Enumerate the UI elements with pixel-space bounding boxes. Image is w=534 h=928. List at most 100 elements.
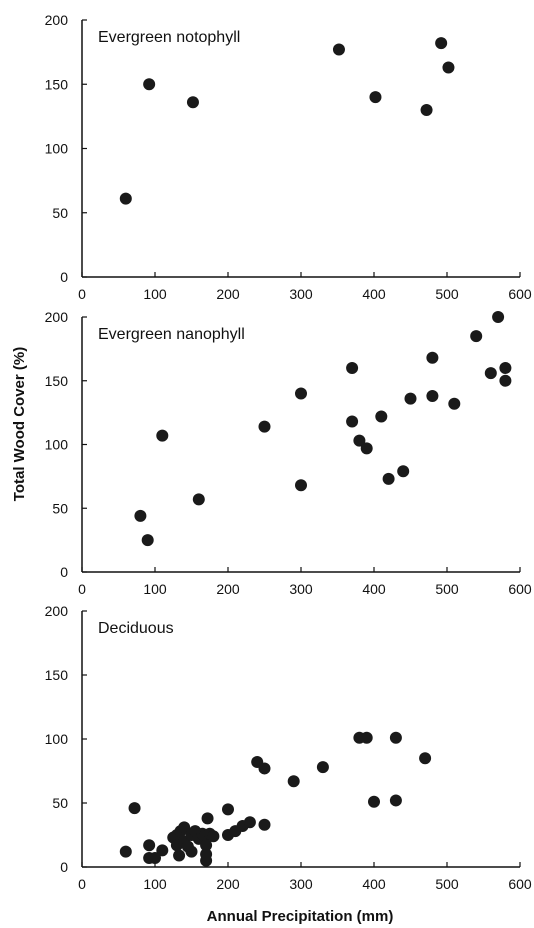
data-point: [397, 465, 410, 478]
data-point: [346, 362, 359, 374]
y-tick-label: 50: [52, 205, 68, 221]
x-tick-label: 100: [143, 581, 167, 597]
data-point: [178, 821, 191, 834]
data-point: [499, 374, 512, 387]
data-point: [332, 43, 345, 56]
data-point: [499, 362, 512, 374]
data-point: [382, 472, 395, 485]
data-point: [435, 37, 448, 50]
x-tick-label: 300: [289, 581, 313, 597]
data-point: [119, 845, 132, 858]
x-axis-label: Annual Precipitation (mm): [207, 908, 394, 925]
data-point: [369, 91, 382, 104]
data-point: [442, 61, 455, 74]
x-tick-label: 300: [289, 286, 313, 302]
data-point: [143, 839, 156, 852]
y-axis-label: Total Wood Cover (%): [11, 347, 28, 501]
x-tick-label: 400: [362, 581, 386, 597]
data-point: [295, 387, 307, 400]
data-point: [316, 761, 329, 774]
y-tick-label: 150: [45, 373, 69, 389]
y-tick-label: 200: [45, 309, 69, 325]
data-point: [192, 493, 205, 506]
data-point: [200, 848, 213, 861]
data-point: [222, 803, 234, 816]
data-point: [360, 731, 373, 744]
data-point: [258, 420, 271, 433]
x-tick-label: 300: [289, 876, 313, 892]
data-point: [156, 844, 169, 857]
data-point: [426, 390, 439, 403]
data-point: [200, 839, 213, 852]
data-point: [143, 78, 156, 91]
x-tick-label: 500: [435, 581, 459, 597]
data-point: [173, 849, 186, 862]
x-tick-label: 600: [508, 876, 532, 892]
data-point: [295, 479, 307, 492]
data-point: [492, 311, 505, 323]
data-point: [287, 775, 300, 788]
data-point: [375, 410, 388, 423]
data-point: [185, 845, 198, 858]
data-point: [243, 816, 256, 829]
y-tick-label: 200: [45, 603, 69, 619]
x-tick-label: 500: [435, 286, 459, 302]
scatter-panel-1: 0 100 200 300 400 500 600 0 50 100 150 200 Evergreen…: [45, 12, 532, 302]
data-point: [186, 96, 199, 109]
panel-title: Evergreen nanophyll: [98, 326, 245, 343]
y-tick-label: 0: [60, 564, 68, 580]
y-tick-label: 0: [60, 269, 68, 285]
x-tick-label: 100: [143, 876, 167, 892]
x-tick-label: 200: [216, 876, 240, 892]
x-tick-label: 0: [78, 581, 86, 597]
y-tick-label: 100: [45, 141, 69, 157]
x-tick-label: 0: [78, 286, 86, 302]
data-point: [201, 812, 214, 825]
scatter-panel-3: 0 100 200 300 400 500 600 0 50 100 150 200 Deciduous: [45, 603, 532, 892]
data-point: [448, 397, 461, 410]
x-tick-label: 400: [362, 286, 386, 302]
panel-title: Evergreen notophyll: [98, 29, 240, 46]
data-point: [389, 731, 402, 744]
x-tick-label: 600: [508, 286, 532, 302]
x-tick-label: 200: [216, 581, 240, 597]
data-point: [420, 103, 433, 116]
data-point: [134, 509, 147, 522]
data-point: [156, 429, 169, 442]
panel-title: Deciduous: [98, 620, 174, 637]
y-tick-label: 150: [45, 76, 69, 92]
y-tick-label: 100: [45, 731, 69, 747]
data-point: [368, 795, 380, 808]
y-tick-label: 50: [52, 795, 68, 811]
data-point: [353, 434, 366, 447]
data-point: [346, 415, 359, 428]
y-tick-label: 200: [45, 12, 69, 28]
data-point: [484, 367, 497, 380]
x-tick-label: 600: [508, 581, 532, 597]
y-tick-label: 100: [45, 437, 69, 453]
x-tick-label: 0: [78, 876, 86, 892]
scatter-panel-2: 0 100 200 300 400 500 600 0 50 100 150 200 Evergreen…: [45, 309, 532, 597]
data-point: [470, 330, 483, 343]
data-point: [426, 351, 439, 364]
data-point: [389, 794, 402, 807]
data-point: [419, 752, 432, 765]
data-point: [149, 852, 161, 865]
y-tick-label: 150: [45, 667, 69, 683]
data-point: [258, 762, 271, 775]
data-point: [360, 442, 373, 455]
data-point: [128, 802, 141, 815]
data-point: [207, 830, 220, 843]
data-point: [141, 534, 154, 547]
y-tick-label: 50: [52, 500, 68, 516]
x-tick-label: 400: [362, 876, 386, 892]
x-tick-label: 200: [216, 286, 240, 302]
data-point: [258, 818, 271, 831]
y-tick-label: 0: [60, 859, 68, 875]
x-tick-label: 500: [435, 876, 459, 892]
panels: 0 100 200 300 400 500 600050100150200Evergreen…: [45, 12, 532, 892]
data-point: [404, 392, 417, 405]
x-tick-label: 100: [143, 286, 167, 302]
data-point: [119, 192, 132, 205]
